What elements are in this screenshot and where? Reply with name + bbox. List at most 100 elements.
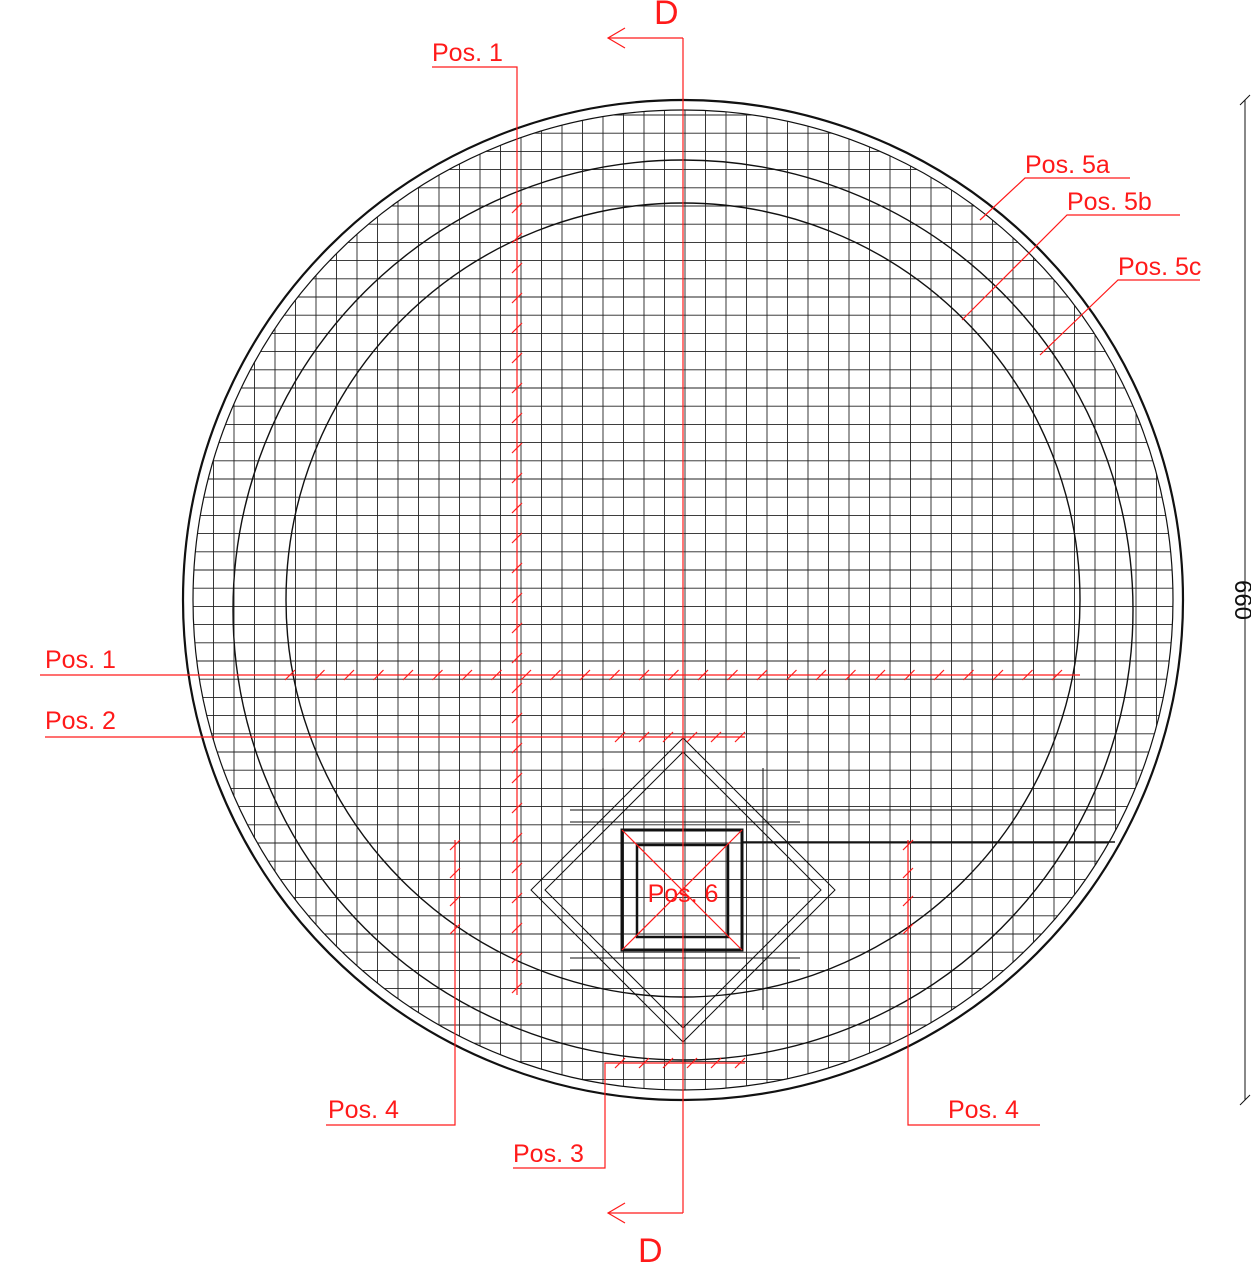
tick [511,712,523,724]
tick [874,669,886,681]
tick [904,669,915,681]
tick [284,669,296,681]
label: Pos. 2 [45,707,116,735]
tick [756,669,768,681]
leader [979,177,1130,221]
section-mark: D [654,0,679,32]
tick [511,262,523,274]
tick [1022,669,1033,681]
tick [902,867,914,879]
dim-text: 660 [1229,580,1251,620]
tick [511,622,523,634]
tick [511,562,523,574]
tick [511,592,523,604]
tick [686,731,698,743]
tick [550,669,561,681]
tick [902,895,914,907]
tick [697,669,709,681]
tick [511,412,523,424]
tick [511,742,523,754]
tick [511,892,523,904]
tick [511,202,523,214]
diag [621,829,743,951]
arrow-head [606,27,626,49]
tick [432,669,443,681]
tick [511,982,523,994]
tick [902,923,914,935]
dimension: 660 [1229,94,1251,1106]
tick [511,322,523,334]
tick [511,832,523,844]
tick [449,895,461,907]
tick [511,682,523,694]
tick-marks [284,202,1063,1069]
tick [491,669,502,681]
tick [902,839,914,851]
tick [734,1057,746,1069]
label: Pos. 5c [1118,253,1201,281]
tick [511,472,523,484]
square-outer [620,828,744,952]
labels: Pos. 1 Pos. 1 Pos. 2 Pos. 3 Pos. 4 Pos. … [45,39,1201,1168]
tick [933,669,945,681]
label: Pos. 1 [432,39,503,67]
leader [326,840,456,1126]
tick [511,442,523,454]
pit [530,737,1115,1043]
tick [686,1057,698,1069]
tick [579,669,591,681]
tick [449,867,461,879]
tick [668,669,679,681]
tick [511,772,523,784]
tick [710,1057,722,1069]
arrow-head [606,1202,626,1224]
tick [511,532,523,544]
tick [343,669,355,681]
tick [511,502,523,514]
label: Pos. 4 [328,1096,399,1124]
leader [513,1062,745,1169]
tick [662,1057,674,1069]
tick [511,382,523,394]
dim-tick [1239,94,1251,106]
tick [786,669,797,681]
leader [907,840,1040,1126]
tick [449,923,461,935]
label: Pos. 1 [45,646,116,674]
tick [511,922,523,934]
section-line: D D [606,0,684,1270]
tick [638,1057,650,1069]
tick [461,669,473,681]
tick [638,669,650,681]
tick [614,1057,626,1069]
leaders [40,66,1200,1169]
tick [815,669,827,681]
dim-tick [1239,1094,1251,1106]
tick [1051,669,1063,681]
tick [314,669,325,681]
label: Pos. 4 [948,1096,1019,1124]
tick [511,352,523,364]
leader [961,214,1180,321]
tick [845,669,856,681]
tick [511,292,523,304]
tick [614,731,626,743]
tick [662,731,674,743]
tick [511,232,523,244]
tick [449,839,461,851]
tick [609,669,620,681]
section-mark: D [638,1232,663,1270]
tick [511,652,523,664]
tick [963,669,974,681]
leader [1039,279,1200,356]
label: Pos. 6 [648,880,719,908]
leader [432,66,518,995]
tick [511,802,523,814]
label: Pos. 3 [513,1140,584,1168]
tick [638,731,650,743]
tick [992,669,1004,681]
tick [511,952,523,964]
tick [727,669,738,681]
tick [373,669,384,681]
label: Pos. 5b [1067,188,1152,216]
